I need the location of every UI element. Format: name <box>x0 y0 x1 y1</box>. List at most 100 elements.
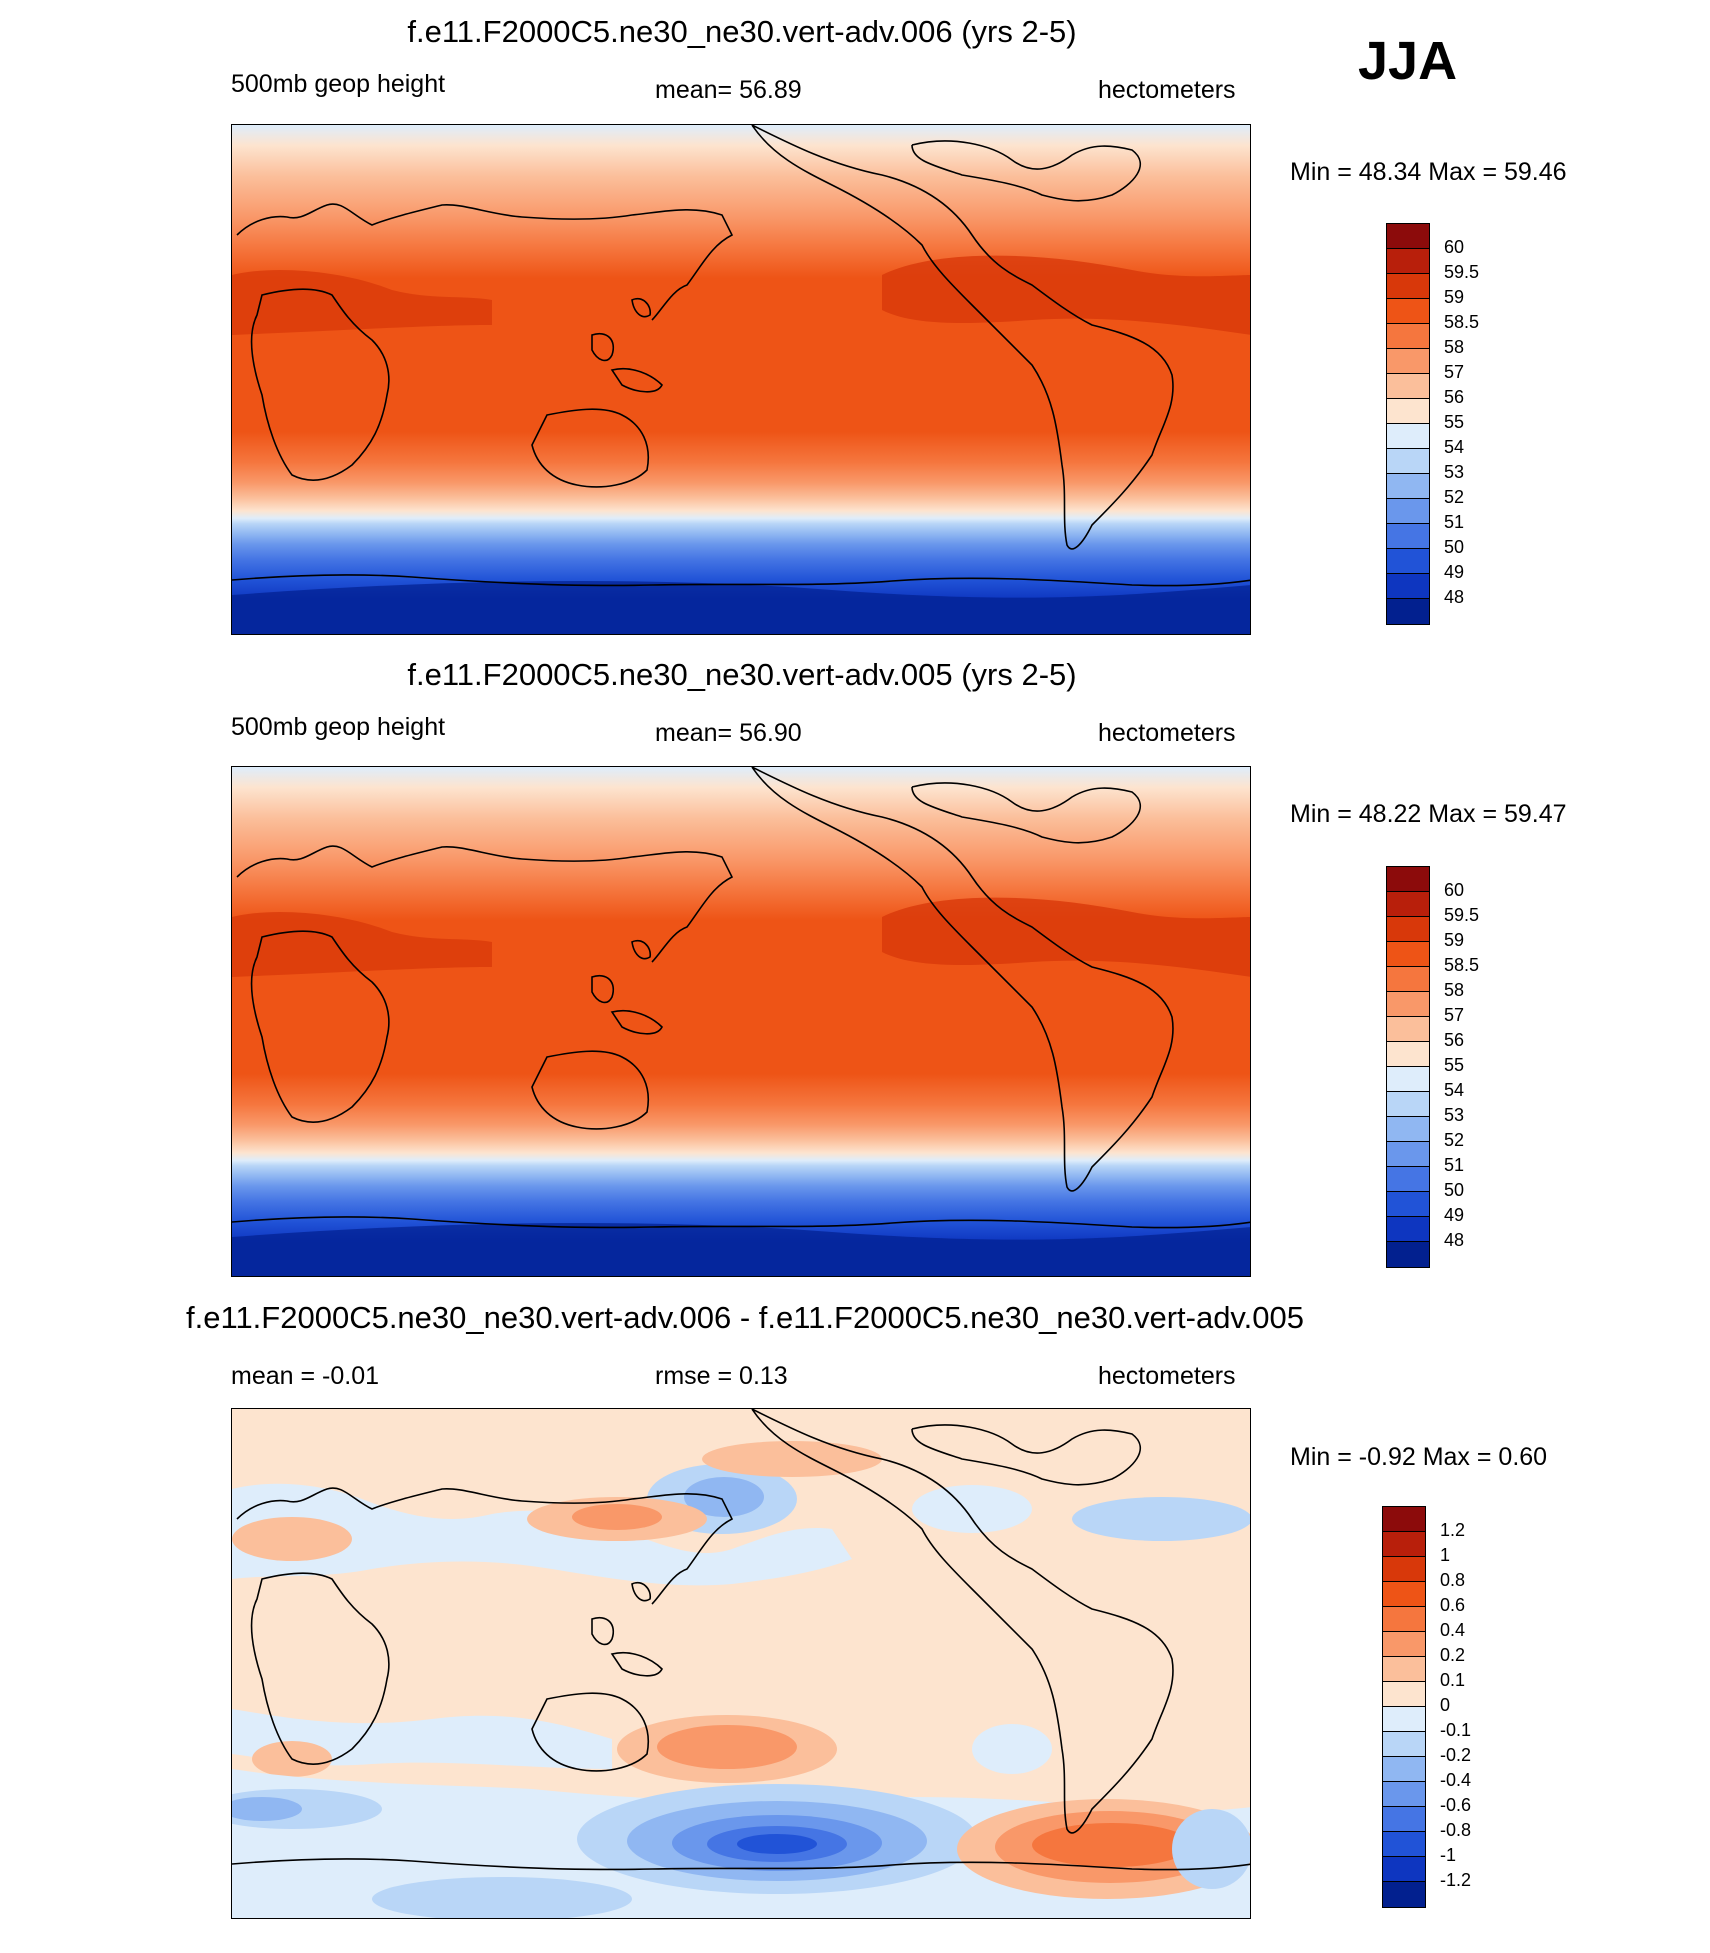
panel-2-colorbar-box <box>1387 1092 1429 1117</box>
panel-1-colorbar-label: 51 <box>1444 512 1465 532</box>
panel-2-units-label: hectometers <box>1098 719 1236 747</box>
panel-2-colorbar-label: 52 <box>1444 1130 1465 1150</box>
panel-1-colorbar-box <box>1387 349 1429 374</box>
panel-2-colorbar-box <box>1387 1117 1429 1142</box>
panel-1-colorbar-label: 54 <box>1444 437 1465 457</box>
panel-2-colorbar-label: 49 <box>1444 1205 1465 1225</box>
panel-2-colorbar-box <box>1387 917 1429 942</box>
panel-1-colorbar-box <box>1387 449 1429 474</box>
panel-1-heatmap <box>232 125 1250 634</box>
panel-1-variable-label: 500mb geop height <box>231 70 446 98</box>
panel-1-field <box>232 125 1250 634</box>
season-label: JJA <box>1358 31 1458 91</box>
panel-1-colorbar-label: 57 <box>1444 362 1465 382</box>
panel-2-variable-label: 500mb geop height <box>231 713 446 741</box>
panel-3-title: f.e11.F2000C5.ne30_ne30.vert-adv.006 - f… <box>186 1300 1304 1335</box>
panel-3-colorbar-box <box>1383 1732 1425 1757</box>
panel-3-colorbar-box <box>1383 1832 1425 1857</box>
panel-2-colorbar-box <box>1387 992 1429 1017</box>
panel-1-colorbar-box <box>1387 324 1429 349</box>
panel-2-colorbar-label: 58.5 <box>1444 955 1480 975</box>
panel-1-title: f.e11.F2000C5.ne30_ne30.vert-adv.006 (yr… <box>407 14 1077 49</box>
panel-3-colorbar-label: -0.8 <box>1440 1820 1472 1840</box>
panel-3-colorbar-label: 0.8 <box>1440 1570 1466 1590</box>
panel-2-core-eurasia <box>232 912 492 977</box>
panel-1-colorbar-box <box>1387 549 1429 574</box>
panel-2-colorbar-label: 59 <box>1444 930 1465 950</box>
panel-2-colorbar-box <box>1387 1242 1429 1267</box>
panel-3-colorbar-box <box>1383 1607 1425 1632</box>
panel-3-minmax: Min = -0.92 Max = 0.60 <box>1290 1443 1548 1471</box>
panel-2-colorbar-box <box>1387 1042 1429 1067</box>
panel-1-colorbar-box <box>1387 424 1429 449</box>
panel-3-map <box>231 1408 1251 1919</box>
panel-3-colorbar-box <box>1383 1632 1425 1657</box>
panel-1-mean-label: mean= 56.89 <box>655 76 802 104</box>
panel-3-colorbar-label: 1 <box>1440 1545 1451 1565</box>
panel-1-colorbar-label: 58 <box>1444 337 1465 357</box>
panel-1-core-americas <box>882 255 1250 335</box>
panel-1-colorbar-label: 50 <box>1444 537 1465 557</box>
panel-1-colorbar-box <box>1387 574 1429 599</box>
panel-3-anomalies <box>232 1409 1250 1918</box>
panel-2-colorbar-label: 55 <box>1444 1055 1465 1075</box>
panel-1-colorbar-box <box>1387 524 1429 549</box>
panel-2-title: f.e11.F2000C5.ne30_ne30.vert-adv.005 (yr… <box>407 657 1077 692</box>
panel-2-coastlines <box>232 767 1250 1229</box>
panel-1-units-label: hectometers <box>1098 76 1236 104</box>
panel-1-minmax: Min = 48.34 Max = 59.46 <box>1290 158 1567 186</box>
panel-1-colorbar <box>1386 223 1430 625</box>
panel-1-colorbar-label: 58.5 <box>1444 312 1480 332</box>
panel-3-colorbar-box <box>1383 1782 1425 1807</box>
panel-2-minmax: Min = 48.22 Max = 59.47 <box>1290 800 1567 828</box>
panel-3-colorbar-label: -1 <box>1440 1845 1457 1865</box>
panel-1-colorbar-box <box>1387 599 1429 624</box>
panel-1-colorbar-label: 55 <box>1444 412 1465 432</box>
panel-2-core-antarctic <box>232 1222 1250 1276</box>
panel-3-colorbar-box <box>1383 1757 1425 1782</box>
panel-1-colorbar-box <box>1387 399 1429 424</box>
panel-1-colorbar-label: 60 <box>1444 237 1465 257</box>
panel-3-heatmap <box>232 1409 1250 1918</box>
panel-2-colorbar-box <box>1387 967 1429 992</box>
panel-3-colorbar-box <box>1383 1882 1425 1907</box>
panel-2-core-americas <box>882 897 1250 977</box>
panel-2-map <box>231 766 1251 1277</box>
panel-2-colorbar-label: 48 <box>1444 1230 1465 1250</box>
panel-1-core-eurasia <box>232 270 492 335</box>
panel-3-colorbar-box <box>1383 1582 1425 1607</box>
panel-3-colorbar-box <box>1383 1682 1425 1707</box>
panel-2-colorbar-label: 60 <box>1444 880 1465 900</box>
panel-2-colorbar-label: 56 <box>1444 1030 1465 1050</box>
panel-1-coastlines <box>232 125 1250 587</box>
panel-3-colorbar-label: -0.4 <box>1440 1770 1472 1790</box>
panel-1-colorbar-label: 59 <box>1444 287 1465 307</box>
panel-1-colorbar-box <box>1387 224 1429 249</box>
panel-3-colorbar-label: 0 <box>1440 1695 1451 1715</box>
panel-1-colorbar-label: 53 <box>1444 462 1465 482</box>
panel-2-colorbar-box <box>1387 892 1429 917</box>
panel-3-colorbar-box <box>1383 1532 1425 1557</box>
panel-1-colorbar-box <box>1387 249 1429 274</box>
panel-3-colorbar-label: 1.2 <box>1440 1520 1466 1540</box>
panel-3-rmse-label: rmse = 0.13 <box>655 1362 788 1390</box>
panel-2-colorbar-label: 58 <box>1444 980 1465 1000</box>
panel-2-heatmap <box>232 767 1250 1276</box>
panel-1-colorbar-label: 49 <box>1444 562 1465 582</box>
panel-2-field <box>232 767 1250 1276</box>
panel-1-colorbar-box <box>1387 274 1429 299</box>
panel-2-colorbar-box <box>1387 1017 1429 1042</box>
panel-3-colorbar-box <box>1383 1657 1425 1682</box>
panel-2-colorbar-label: 51 <box>1444 1155 1465 1175</box>
panel-3-colorbar-label: -0.1 <box>1440 1720 1472 1740</box>
panel-1-colorbar-label: 59.5 <box>1444 262 1480 282</box>
panel-2-colorbar-label: 50 <box>1444 1180 1465 1200</box>
panel-2-colorbar-box <box>1387 1142 1429 1167</box>
panel-3-colorbar-box <box>1383 1507 1425 1532</box>
panel-2-colorbar-box <box>1387 942 1429 967</box>
panel-1-colorbar-box <box>1387 299 1429 324</box>
panel-3-colorbar-label: -0.2 <box>1440 1745 1472 1765</box>
panel-3-colorbar-box <box>1383 1857 1425 1882</box>
panel-3-colorbar-label: 0.4 <box>1440 1620 1466 1640</box>
panel-3-colorbar-box <box>1383 1707 1425 1732</box>
